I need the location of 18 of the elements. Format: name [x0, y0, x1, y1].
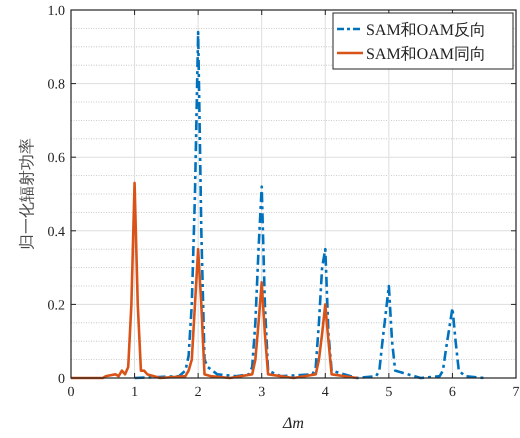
y-tick-label: 1.0	[48, 4, 65, 19]
x-tick-label: 4	[322, 385, 329, 400]
y-tick-label: 0.2	[48, 298, 65, 314]
x-tick-label: 0	[68, 385, 74, 400]
y-axis-title: 归一化辐射功率	[18, 138, 36, 250]
legend-label: SAM和OAM反向	[366, 21, 486, 39]
x-tick-label: 3	[258, 385, 266, 400]
x-axis-title: Δm	[282, 415, 304, 432]
y-tick-label: 0.6	[48, 151, 65, 166]
x-tick-label: 5	[385, 385, 392, 400]
x-tick-label: 2	[194, 385, 202, 400]
x-tick-label: 6	[448, 385, 456, 400]
legend-label: SAM和OAM同向	[366, 45, 486, 63]
y-tick-label: 0	[58, 372, 65, 387]
x-tick-label: 1	[131, 385, 138, 400]
y-tick-label: 0.8	[48, 78, 65, 93]
y-tick-label: 0.4	[48, 224, 65, 240]
x-tick-label: 7	[512, 385, 520, 400]
